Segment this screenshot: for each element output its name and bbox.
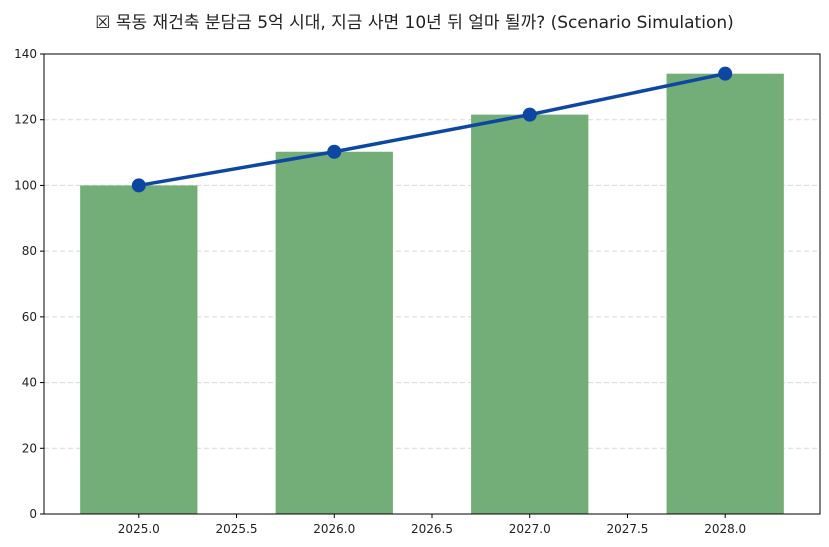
trend-line [138,71,726,188]
y-tick-label: 140 [14,47,37,61]
x-tick-label: 2025.0 [118,522,160,536]
data-point-marker [131,178,146,193]
bar [471,114,589,514]
bar [666,73,784,514]
y-tick-label: 60 [22,310,37,324]
x-axis-ticks: 2025.0 2025.5 2026.0 2026.5 2027.0 2027.5 2028… [118,514,746,536]
y-tick-label: 40 [22,376,37,390]
x-tick-label: 2028.0 [704,522,746,536]
bar-series [80,73,784,514]
data-point-marker [718,66,733,81]
bar [80,185,198,514]
line-series [131,66,733,193]
y-tick-label: 0 [29,507,37,521]
chart-title: ☒ 목동 재건축 분담금 5억 시대, 지금 사면 10년 뒤 얼마 될까? (… [95,13,734,33]
x-tick-label: 2027.5 [606,522,648,536]
x-tick-label: 2026.0 [313,522,355,536]
y-tick-label: 80 [22,244,37,258]
y-axis-ticks: 0 20 40 60 80 100 120 140 [14,47,44,521]
y-tick-label: 100 [14,178,37,192]
x-tick-label: 2025.5 [216,522,258,536]
y-tick-label: 120 [14,113,37,127]
y-tick-label: 20 [22,441,37,455]
data-point-marker [327,144,342,159]
x-tick-label: 2027.0 [509,522,551,536]
x-tick-label: 2026.5 [411,522,453,536]
bar [275,151,393,514]
data-point-marker [522,107,537,122]
